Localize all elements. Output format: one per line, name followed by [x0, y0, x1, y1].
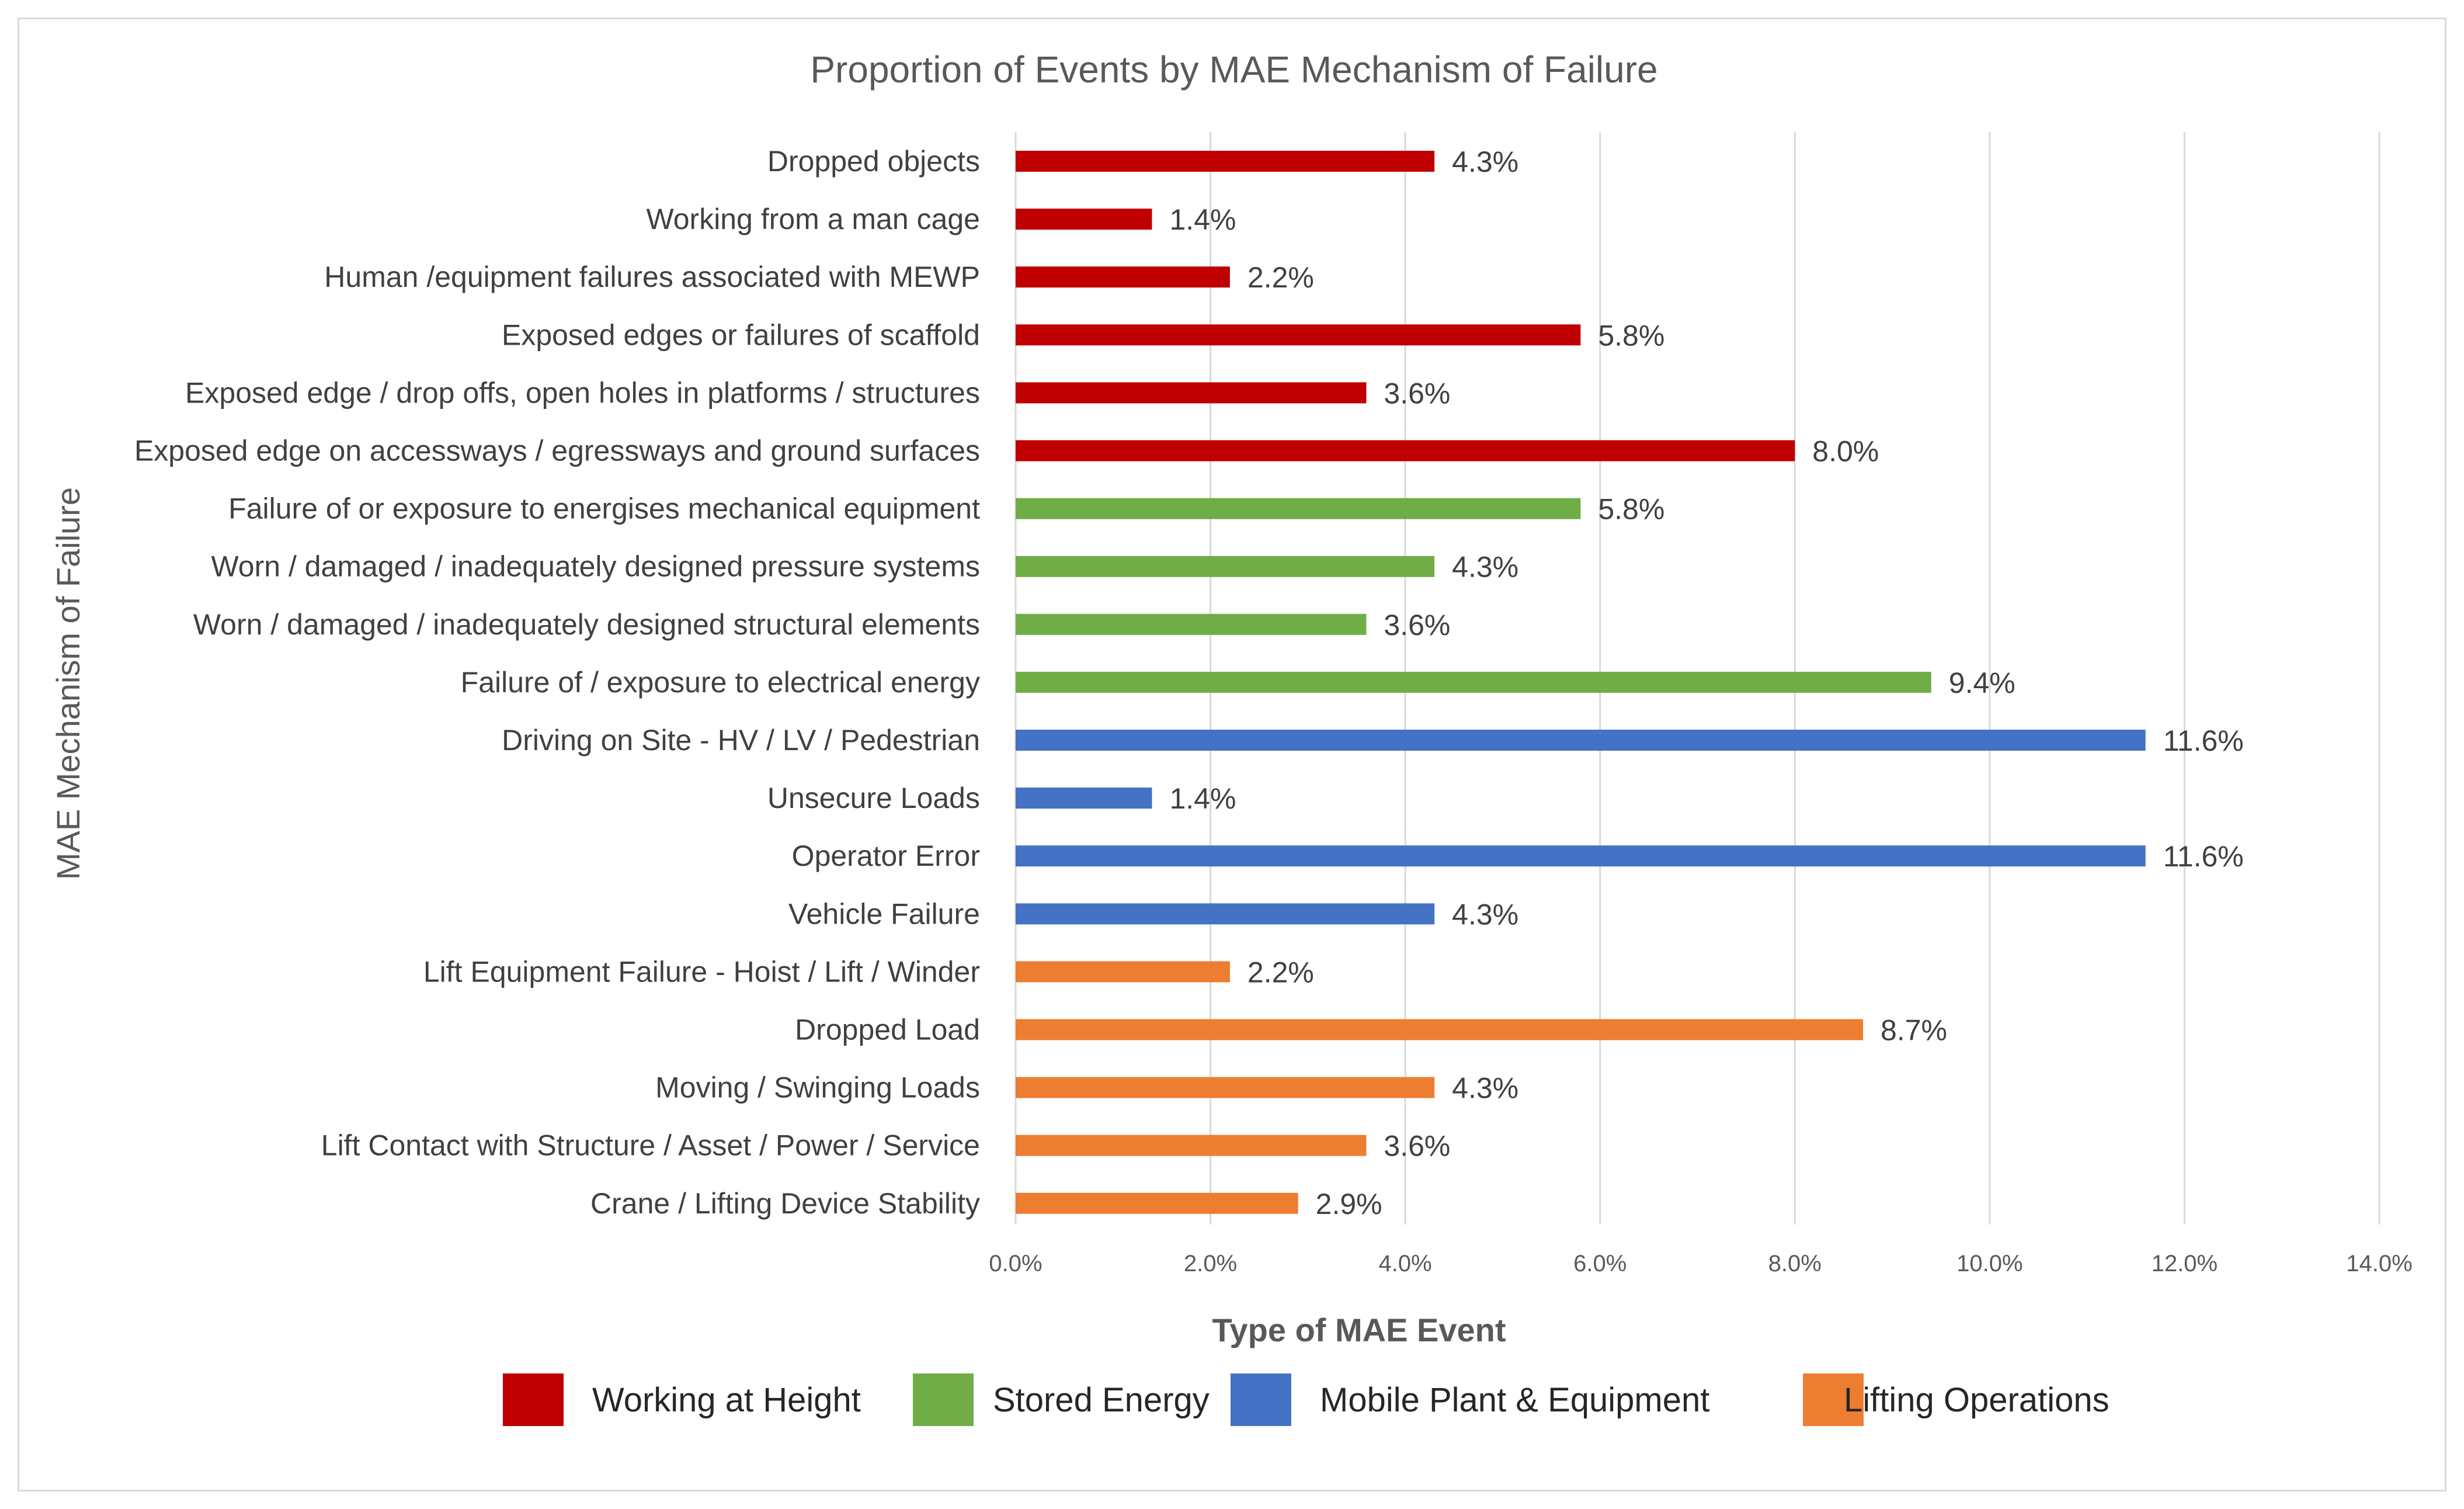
bar	[1016, 903, 1435, 925]
bar	[1016, 730, 2146, 751]
bar	[1016, 382, 1367, 404]
bar	[1016, 1192, 1298, 1214]
legend-label: Working at Height	[592, 1381, 861, 1419]
category-label: Exposed edge / drop offs, open holes in …	[185, 376, 980, 409]
x-tick-label: 4.0%	[1379, 1251, 1432, 1276]
bar	[1016, 151, 1435, 172]
category-label: Moving / Swinging Loads	[655, 1071, 980, 1104]
x-axis-title: Type of MAE Event	[1212, 1312, 1506, 1348]
bar	[1016, 1135, 1367, 1156]
bar	[1016, 556, 1435, 577]
legend-swatch	[1803, 1373, 1864, 1426]
bar-chart: Dropped objects Working from a man cage Hu…	[50, 48, 2413, 1426]
data-label: 3.6%	[1384, 377, 1450, 410]
data-label: 4.3%	[1452, 551, 1518, 584]
category-label: Dropped objects	[767, 145, 980, 178]
data-label: 8.7%	[1881, 1014, 1947, 1047]
data-label: 11.6%	[2163, 724, 2244, 757]
bar	[1016, 845, 2146, 867]
bar	[1016, 498, 1581, 519]
bar	[1016, 324, 1581, 346]
legend-label: Mobile Plant & Equipment	[1320, 1381, 1709, 1419]
y-axis-title: MAE Mechanism of Failure	[50, 487, 86, 880]
chart-title: Proportion of Events by MAE Mechanism of…	[810, 48, 1657, 91]
chart-frame: Dropped objects Working from a man cage Hu…	[18, 18, 2446, 1491]
x-tick-label: 14.0%	[2346, 1251, 2412, 1276]
data-label: 4.3%	[1452, 898, 1518, 931]
data-labels: 4.3%1.4%2.2%5.8%3.6%8.0%5.8%4.3%3.6%9.4%…	[1170, 145, 2244, 1220]
data-label: 1.4%	[1170, 782, 1236, 815]
legend-swatch	[913, 1373, 974, 1426]
data-label: 3.6%	[1384, 609, 1450, 641]
bar	[1016, 209, 1152, 230]
legend-label: Stored Energy	[993, 1381, 1210, 1419]
category-labels: Dropped objects Working from a man cage Hu…	[134, 145, 980, 1220]
x-tick-labels: 0.0% 2.0% 4.0% 6.0% 8.0% 10.0% 12.0% 14.0%	[989, 1251, 2412, 1276]
data-label: 1.4%	[1170, 203, 1236, 236]
bars	[1016, 151, 2146, 1214]
category-label: Failure of / exposure to electrical ener…	[461, 666, 980, 699]
x-tick-label: 8.0%	[1768, 1251, 1822, 1276]
data-label: 2.9%	[1316, 1188, 1382, 1220]
data-label: 9.4%	[1949, 667, 2015, 699]
data-label: 8.0%	[1812, 435, 1879, 468]
category-label: Exposed edge on accessways / egressways …	[134, 435, 980, 467]
bar	[1016, 671, 1931, 693]
data-label: 4.3%	[1452, 145, 1518, 178]
x-tick-label: 12.0%	[2152, 1251, 2218, 1276]
bar	[1016, 788, 1152, 809]
category-label: Driving on Site - HV / LV / Pedestrian	[502, 724, 980, 757]
category-label: Vehicle Failure	[788, 897, 980, 930]
data-label: 4.3%	[1452, 1072, 1518, 1105]
bar	[1016, 1077, 1435, 1098]
legend-swatch	[1231, 1373, 1291, 1426]
category-label: Human /equipment failures associated wit…	[324, 261, 980, 293]
bar	[1016, 266, 1230, 288]
legend: Working at Height Stored Energy Mobile Pla…	[503, 1373, 2109, 1426]
category-label: Unsecure Loads	[767, 782, 980, 814]
legend-swatch	[503, 1373, 564, 1426]
category-label: Failure of or exposure to energises mech…	[228, 492, 980, 525]
legend-label: Lifting Operations	[1844, 1381, 2109, 1419]
data-label: 3.6%	[1384, 1130, 1450, 1163]
data-label: 5.8%	[1598, 493, 1664, 526]
category-label: Lift Contact with Structure / Asset / Po…	[321, 1129, 980, 1162]
x-tick-label: 10.0%	[1956, 1251, 2022, 1276]
data-label: 5.8%	[1598, 319, 1664, 352]
data-label: 2.2%	[1247, 261, 1314, 294]
x-tick-label: 2.0%	[1184, 1251, 1237, 1276]
category-label: Working from a man cage	[646, 203, 980, 235]
category-label: Operator Error	[792, 840, 980, 872]
category-label: Worn / damaged / inadequately designed s…	[193, 608, 980, 641]
category-label: Exposed edges or failures of scaffold	[502, 318, 980, 351]
data-label: 11.6%	[2163, 840, 2244, 873]
bar	[1016, 961, 1230, 983]
x-tick-label: 0.0%	[989, 1251, 1042, 1276]
data-label: 2.2%	[1247, 956, 1314, 988]
category-label: Crane / Lifting Device Stability	[590, 1187, 980, 1220]
bar	[1016, 440, 1795, 462]
bar	[1016, 1019, 1864, 1040]
category-label: Dropped Load	[795, 1014, 980, 1046]
x-tick-label: 6.0%	[1573, 1251, 1627, 1276]
category-label: Worn / damaged / inadequately designed p…	[211, 550, 980, 583]
category-label: Lift Equipment Failure - Hoist / Lift / …	[423, 955, 980, 988]
bar	[1016, 613, 1367, 635]
